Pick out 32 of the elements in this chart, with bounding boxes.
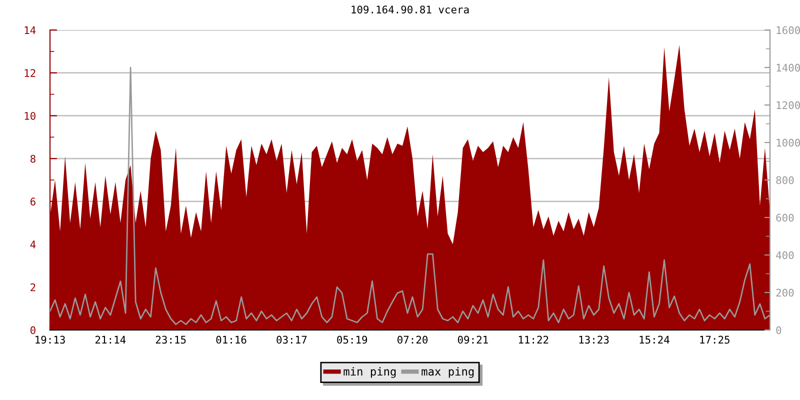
x-tick-label: 11:22 — [518, 336, 548, 344]
y-tick-label: 12 — [24, 69, 36, 77]
x-tick-label: 05:19 — [337, 336, 368, 344]
y2-tick-label: 1000 — [776, 138, 800, 147]
y2-tick-label: 400 — [776, 251, 794, 260]
y2-tick-label: 600 — [776, 214, 794, 222]
x-tick-label: 15:24 — [640, 336, 670, 344]
y-tick-label: 0 — [30, 326, 36, 334]
y-tick-label: 10 — [24, 112, 36, 120]
chart-title: 109.164.90.81 vcera — [352, 6, 469, 14]
y2-tick-label: 1400 — [776, 64, 800, 72]
x-tick-label: 01:16 — [216, 336, 246, 344]
y-tick-label: 6 — [30, 198, 36, 206]
y2-tick-label: 1600 — [776, 26, 800, 34]
y-tick-label: 8 — [30, 154, 36, 163]
y-tick-label: 4 — [30, 240, 36, 248]
x-tick-label: 21:14 — [96, 336, 126, 344]
y2-tick-label: 0 — [776, 326, 782, 334]
x-tick-label: 13:23 — [579, 336, 609, 344]
x-tick-label: 19:13 — [36, 336, 65, 344]
y2-tick-label: 200 — [776, 288, 794, 297]
x-tick-label: 17:25 — [700, 336, 730, 344]
y-tick-label: 2 — [30, 283, 36, 292]
x-tick-label: 03:17 — [276, 336, 307, 344]
y-tick-label: 14 — [24, 26, 36, 34]
legend-label: max ping — [422, 367, 474, 378]
x-tick-label: 09:21 — [458, 336, 488, 344]
legend-label: min ping — [344, 367, 396, 378]
y2-tick-label: 1200 — [776, 101, 800, 110]
y2-tick-label: 800 — [776, 176, 794, 184]
x-tick-label: 07:20 — [398, 336, 428, 344]
x-tick-label: 23:15 — [156, 336, 186, 344]
